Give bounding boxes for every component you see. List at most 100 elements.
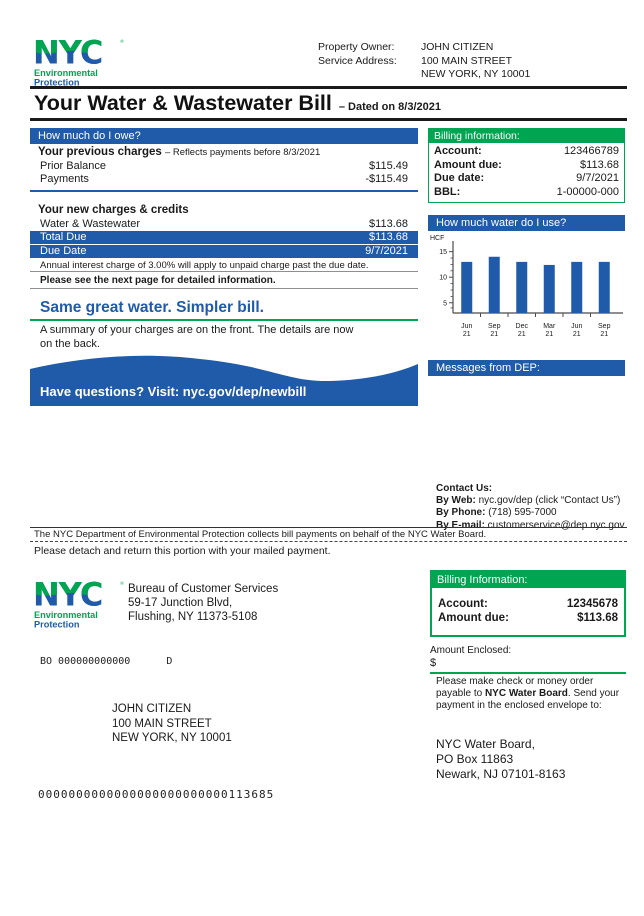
svg-text:15: 15 bbox=[439, 249, 447, 256]
totals-block: Total Due $113.68 Due Date 9/7/2021 bbox=[30, 231, 418, 259]
contact-web-label: By Web: bbox=[436, 495, 476, 507]
stub-account-row: Account: 12345678 bbox=[438, 597, 618, 611]
owner-values: JOHN CITIZEN 100 MAIN STREET NEW YORK, N… bbox=[421, 41, 530, 82]
interest-note: Annual interest charge of 3.00% will app… bbox=[40, 260, 369, 271]
promo-body-line2: on the back. bbox=[40, 337, 100, 350]
questions-banner: Have questions? Visit: nyc.gov/dep/newbi… bbox=[30, 349, 418, 406]
account-label: Account: bbox=[434, 145, 482, 157]
mailing-address: JOHN CITIZEN 100 MAIN STREET NEW YORK, N… bbox=[112, 702, 232, 746]
svg-text:21: 21 bbox=[463, 331, 471, 338]
contact-block: Contact Us: By Web: nyc.gov/dep (click “… bbox=[436, 483, 625, 532]
due-date-label-box: Due date: bbox=[434, 172, 485, 184]
mailing-name: JOHN CITIZEN bbox=[112, 703, 192, 715]
billing-info-header: Billing information: bbox=[429, 129, 624, 143]
payee-line1: NYC Water Board, bbox=[436, 737, 535, 751]
nyc-dep-logo-stub: NYC NYC ® Environmental Protection bbox=[34, 578, 124, 629]
new-charges-title: Your new charges & credits bbox=[38, 204, 189, 216]
amount-enclosed-label: Amount Enclosed: bbox=[430, 645, 512, 656]
banner-text: Have questions? Visit: nyc.gov/dep/newbi… bbox=[40, 384, 306, 399]
stub-account-label: Account: bbox=[438, 598, 488, 610]
bbl-value: 1-00000-000 bbox=[556, 185, 619, 198]
svg-text:Sep: Sep bbox=[488, 323, 501, 330]
owe-section-header: How much do I owe? bbox=[30, 128, 418, 144]
water-wastewater-label: Water & Wastewater bbox=[40, 218, 141, 230]
prior-balance-value: $115.49 bbox=[369, 160, 408, 172]
billing-info-box: Billing information: Account: 123466789 … bbox=[428, 128, 625, 203]
billing-info-stub-header: Billing Information: bbox=[432, 572, 624, 588]
detach-note-1: The NYC Department of Environmental Prot… bbox=[34, 529, 487, 540]
bbl-row: BBL: 1-00000-000 bbox=[429, 186, 624, 200]
svg-text:21: 21 bbox=[490, 331, 498, 338]
promo-heading: Same great water. Simpler bill. bbox=[40, 299, 264, 316]
bureau-line2: 59-17 Junction Blvd, bbox=[128, 597, 233, 609]
check-instructions: Please make check or money order payable… bbox=[436, 676, 624, 713]
due-date-row-box: Due date: 9/7/2021 bbox=[429, 172, 624, 186]
due-date-value-box: 9/7/2021 bbox=[576, 172, 619, 184]
bureau-line1: Bureau of Customer Services bbox=[128, 583, 279, 595]
bbl-label: BBL: bbox=[434, 185, 461, 198]
water-usage-bar-chart: 5 10 15 HCF Jun 21 Sep 21 Dec 21 Mar 21 Jun 21 Sep 21 bbox=[428, 233, 625, 339]
billing-info-box-stub: Billing Information: Account: 12345678 A… bbox=[430, 570, 626, 637]
svg-text:5: 5 bbox=[443, 300, 447, 307]
logo-environmental: Environmental bbox=[34, 610, 98, 620]
total-due-row: Total Due $113.68 bbox=[30, 231, 418, 244]
amount-enclosed-line bbox=[430, 672, 626, 674]
due-date-value: 9/7/2021 bbox=[365, 245, 408, 257]
total-due-value: $113.68 bbox=[369, 231, 408, 243]
logo-nyc-text: NYC bbox=[34, 36, 102, 71]
thin-line-2 bbox=[30, 288, 418, 289]
logo-protection: Protection bbox=[34, 78, 80, 87]
svg-text:21: 21 bbox=[600, 331, 608, 338]
contact-phone-line: By Phone: (718) 595-7000 bbox=[436, 507, 625, 519]
check-note-payee: NYC Water Board bbox=[484, 688, 568, 700]
contact-phone-label: By Phone: bbox=[436, 507, 486, 519]
bill-date: – Dated on 8/3/2021 bbox=[338, 101, 441, 113]
promo-body: A summary of your charges are on the fro… bbox=[30, 324, 390, 351]
banner-wave-graphic bbox=[30, 355, 418, 406]
logo-environmental: Environmental bbox=[34, 68, 98, 78]
bill-title-row: Your Water & Wastewater Bill – Dated on 8… bbox=[34, 91, 441, 116]
promo-underline bbox=[30, 319, 418, 321]
nyc-dep-logo: NYC NYC ® Environmental Protection bbox=[34, 36, 124, 87]
mailing-city: NEW YORK, NY 10001 bbox=[112, 732, 232, 744]
water-wastewater-value: $113.68 bbox=[369, 218, 408, 230]
messages-header: Messages from DEP: bbox=[428, 360, 625, 376]
detach-dashed-line bbox=[30, 541, 627, 542]
svg-text:Jun: Jun bbox=[461, 323, 472, 330]
total-due-label: Total Due bbox=[40, 231, 87, 243]
logo-nyc-text: NYC bbox=[34, 578, 102, 613]
stub-amount-due-value: $113.68 bbox=[577, 612, 618, 624]
previous-charges-note: – Reflects payments before 8/3/2021 bbox=[164, 147, 321, 158]
registered-mark: ® bbox=[120, 580, 124, 587]
prior-balance-label: Prior Balance bbox=[40, 160, 107, 172]
detach-note-2: Please detach and return this portion wi… bbox=[34, 545, 331, 557]
banner-prefix: Have questions? Visit: bbox=[40, 384, 183, 399]
svg-text:21: 21 bbox=[518, 331, 526, 338]
payments-row: Payments -$115.49 bbox=[30, 173, 418, 186]
logo-nyc-text-top: NYC bbox=[34, 36, 102, 71]
service-address-line2: NEW YORK, NY 10001 bbox=[421, 68, 531, 80]
page-title: Your Water & Wastewater Bill bbox=[34, 91, 332, 115]
payee-address: NYC Water Board, PO Box 11863 Newark, NJ… bbox=[436, 737, 565, 782]
contact-email-label: By E-mail: bbox=[436, 519, 485, 531]
section-divider bbox=[30, 190, 418, 192]
remittance-ocr-digits: 0000000000000000000000000113685 bbox=[38, 788, 275, 801]
account-row: Account: 123466789 bbox=[429, 145, 624, 159]
logo-nyc-text-top: NYC bbox=[34, 578, 102, 613]
payments-label: Payments bbox=[40, 173, 89, 185]
amount-due-value: $113.68 bbox=[580, 158, 619, 171]
service-address-line1: 100 MAIN STREET bbox=[421, 54, 513, 67]
svg-text:Jun: Jun bbox=[571, 323, 582, 330]
owner-labels: Property Owner: Service Address: bbox=[318, 41, 397, 68]
mailing-street: 100 MAIN STREET bbox=[112, 717, 212, 730]
owner-name: JOHN CITIZEN bbox=[421, 41, 494, 53]
banner-url: nyc.gov/dep/newbill bbox=[182, 384, 307, 399]
stub-account-value: 12345678 bbox=[566, 598, 618, 610]
svg-text:21: 21 bbox=[545, 331, 553, 338]
logo-protection: Protection bbox=[34, 620, 80, 629]
header-rule-bottom bbox=[30, 118, 627, 121]
contact-email-value: customerservice@dep.nyc.gov bbox=[484, 519, 625, 531]
contact-web-value: nyc.gov/dep (click “Contact Us”) bbox=[475, 495, 621, 507]
previous-charges-title-text: Your previous charges bbox=[38, 146, 162, 158]
